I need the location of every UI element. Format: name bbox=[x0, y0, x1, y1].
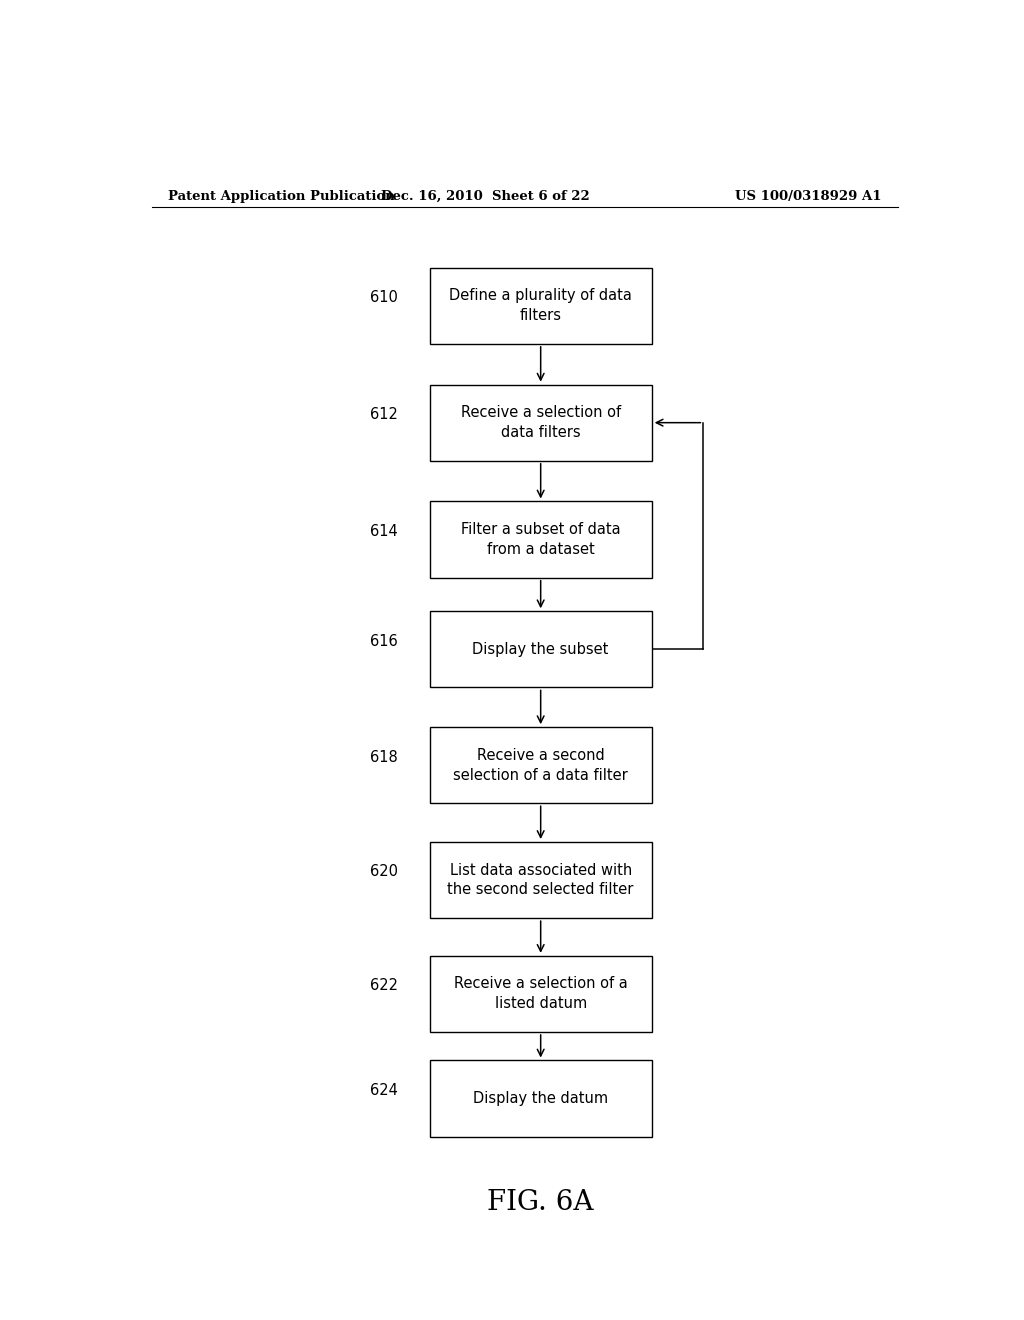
Bar bbox=[430, 384, 652, 461]
Text: Patent Application Publication: Patent Application Publication bbox=[168, 190, 394, 202]
Bar bbox=[430, 1060, 652, 1137]
Text: 610: 610 bbox=[370, 290, 397, 305]
Bar bbox=[430, 502, 652, 578]
Text: FIG. 6A: FIG. 6A bbox=[487, 1189, 594, 1216]
Text: Receive a selection of a
listed datum: Receive a selection of a listed datum bbox=[454, 977, 628, 1011]
Text: Dec. 16, 2010  Sheet 6 of 22: Dec. 16, 2010 Sheet 6 of 22 bbox=[381, 190, 590, 202]
Text: Receive a selection of
data filters: Receive a selection of data filters bbox=[461, 405, 621, 440]
Text: 616: 616 bbox=[370, 634, 397, 648]
Text: 614: 614 bbox=[370, 524, 397, 539]
Bar bbox=[430, 842, 652, 919]
Text: 624: 624 bbox=[370, 1082, 397, 1098]
Text: Receive a second
selection of a data filter: Receive a second selection of a data fil… bbox=[454, 748, 628, 783]
Text: List data associated with
the second selected filter: List data associated with the second sel… bbox=[447, 863, 634, 898]
Bar bbox=[430, 727, 652, 804]
Text: Display the datum: Display the datum bbox=[473, 1092, 608, 1106]
Bar bbox=[430, 956, 652, 1032]
Text: Filter a subset of data
from a dataset: Filter a subset of data from a dataset bbox=[461, 523, 621, 557]
Bar bbox=[430, 611, 652, 688]
Bar bbox=[430, 268, 652, 345]
Text: US 100/0318929 A1: US 100/0318929 A1 bbox=[735, 190, 882, 202]
Text: Display the subset: Display the subset bbox=[472, 642, 609, 657]
Text: 620: 620 bbox=[370, 865, 397, 879]
Text: 622: 622 bbox=[370, 978, 397, 993]
Text: Define a plurality of data
filters: Define a plurality of data filters bbox=[450, 288, 632, 323]
Text: 618: 618 bbox=[370, 750, 397, 764]
Text: 612: 612 bbox=[370, 407, 397, 422]
